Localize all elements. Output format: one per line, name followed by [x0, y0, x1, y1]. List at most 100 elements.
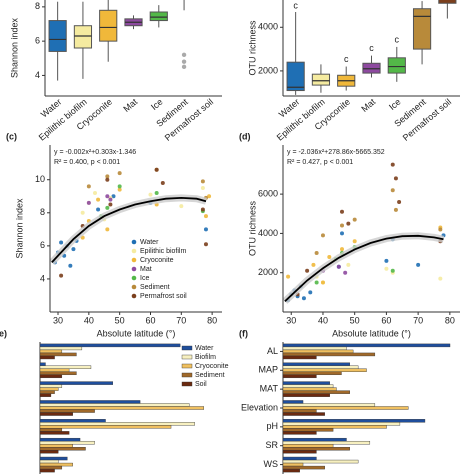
- legend-swatch: [181, 345, 193, 351]
- bar: [282, 465, 325, 470]
- legend-label: Cryoconite: [140, 257, 174, 264]
- legend-label: Sediment: [140, 284, 170, 291]
- y-axis-label: OTU richness: [247, 20, 257, 76]
- bar: [39, 440, 95, 445]
- point: [200, 185, 205, 190]
- bar: [282, 462, 304, 467]
- box: [286, 61, 305, 92]
- point: [343, 270, 348, 275]
- legend-label: Cryoconite: [195, 363, 229, 370]
- point: [203, 214, 208, 219]
- bar: [39, 437, 81, 442]
- bar: [39, 390, 55, 394]
- bar: [282, 406, 409, 410]
- bar: [39, 444, 73, 448]
- bar: [282, 381, 330, 385]
- legend-swatch: [131, 275, 137, 281]
- bar: [282, 362, 351, 366]
- point: [327, 254, 332, 259]
- point: [96, 197, 101, 202]
- x-tick-label: 30: [286, 315, 296, 325]
- panel-label: (d): [239, 131, 251, 141]
- bar: [39, 343, 181, 348]
- bar: [39, 374, 63, 379]
- bar: [282, 428, 334, 432]
- legend-label: Ice: [140, 275, 149, 282]
- bar: [39, 412, 73, 416]
- bar: [39, 431, 70, 435]
- x-tick-label: 80: [445, 315, 455, 325]
- legend-swatch: [181, 381, 193, 387]
- point: [384, 266, 389, 271]
- plot-area: [50, 167, 212, 278]
- point: [393, 176, 398, 181]
- bar: [282, 468, 300, 473]
- point: [308, 290, 313, 295]
- bar: [282, 409, 317, 413]
- point: [340, 223, 344, 228]
- bar: [39, 371, 77, 376]
- point: [111, 194, 116, 199]
- bar: [39, 428, 63, 432]
- y-tick-label: AL: [267, 346, 278, 356]
- bar: [39, 365, 92, 369]
- point: [105, 174, 110, 179]
- point: [160, 181, 165, 186]
- x-tick-label: Ice: [149, 97, 165, 112]
- box: [412, 8, 432, 50]
- bar: [39, 346, 83, 351]
- point: [390, 188, 395, 193]
- box: [99, 9, 118, 42]
- y-tick-label: SR: [265, 440, 278, 450]
- point: [416, 262, 421, 267]
- x-axis-label: Absolute latitude (°): [97, 328, 176, 338]
- point: [200, 179, 205, 184]
- box: [73, 25, 93, 49]
- bar: [39, 468, 55, 473]
- bar: [39, 384, 63, 388]
- bar: [39, 462, 73, 467]
- bar: [282, 355, 317, 360]
- point: [154, 167, 159, 172]
- x-tick-label: Mat: [359, 96, 377, 114]
- bar: [282, 371, 342, 376]
- y-tick-label: pH: [266, 421, 278, 431]
- legend-swatch: [131, 293, 137, 299]
- point: [59, 273, 64, 278]
- y-tick-label: 10: [35, 174, 45, 184]
- x-tick-label: 60: [381, 315, 391, 325]
- point: [390, 268, 395, 273]
- equation: y = -0.002x²+0.303x-1.346: [54, 149, 136, 156]
- bar: [39, 368, 70, 372]
- point: [86, 184, 91, 189]
- legend-label: Water: [140, 239, 159, 246]
- point: [393, 207, 398, 212]
- bar: [282, 419, 426, 423]
- point: [117, 171, 122, 176]
- point: [105, 205, 110, 210]
- bar: [39, 381, 114, 385]
- point: [286, 274, 291, 279]
- bar: [282, 450, 317, 454]
- bar: [282, 374, 317, 379]
- x-tick-label: Ice: [387, 97, 403, 112]
- bar: [282, 444, 334, 448]
- x-tick-label: 70: [413, 315, 423, 325]
- point: [301, 296, 306, 301]
- point: [203, 242, 208, 247]
- group-letter: c: [293, 0, 298, 10]
- box: [48, 20, 67, 52]
- x-axis-label: Absolute latitude (°): [332, 328, 411, 338]
- x-tick-label: 60: [145, 315, 155, 325]
- bar: [282, 346, 347, 351]
- bar: [282, 387, 337, 391]
- legend-swatch: [131, 284, 137, 290]
- stats: R² = 0.427, p < 0.001: [287, 159, 353, 166]
- bar: [39, 349, 63, 354]
- legend-swatch: [181, 363, 193, 369]
- point: [336, 264, 341, 269]
- panel: (e) Water Biofilm Cryoconite Sediment Soil: [0, 328, 229, 474]
- bar: [39, 403, 190, 407]
